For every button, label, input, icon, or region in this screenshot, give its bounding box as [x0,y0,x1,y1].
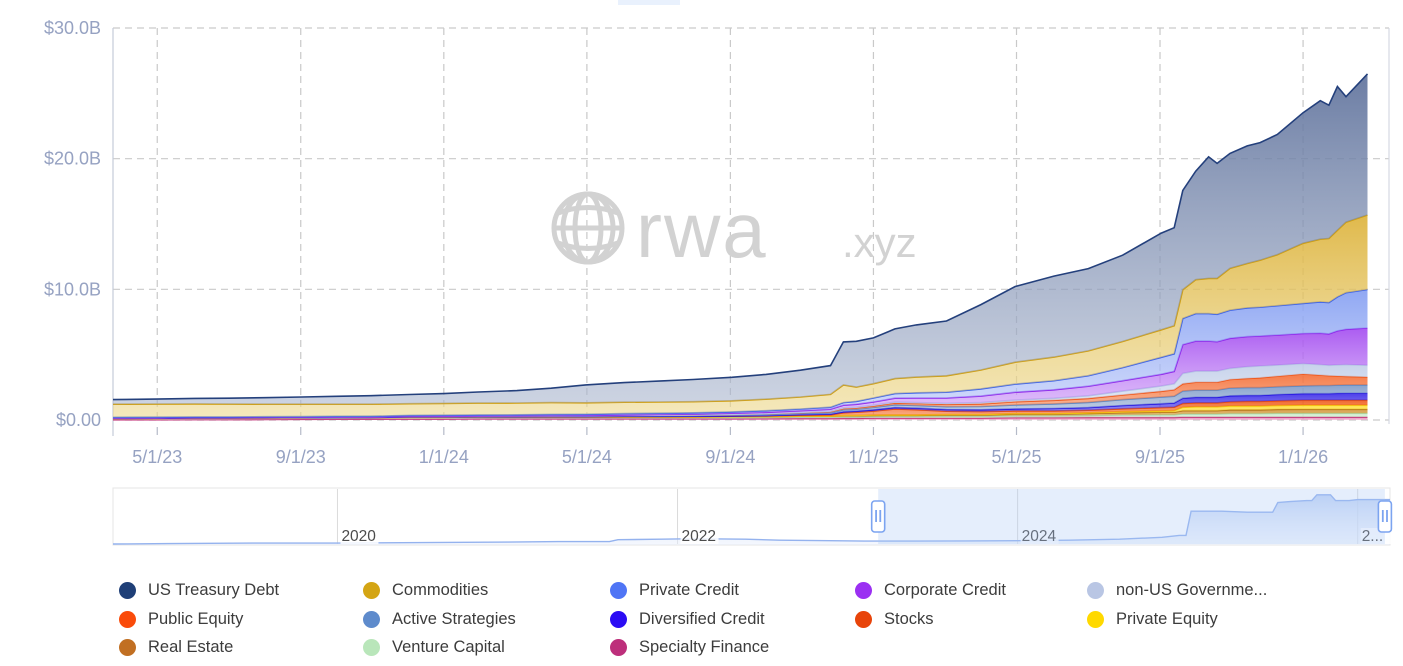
brush-year-label-bg [1020,528,1059,544]
legend-label: Stocks [884,609,934,628]
y-axis-label: $0.00 [56,410,101,430]
legend-item-non-us-governme[interactable]: non-US Governme... [1087,576,1337,605]
legend-label: Specialty Finance [639,638,770,657]
legend-label: Private Equity [1116,609,1218,628]
top-edge-artifact [618,0,680,5]
legend-item-commodities[interactable]: Commodities [363,576,610,605]
legend-item-stocks[interactable]: Stocks [855,605,1087,634]
legend-item-private-credit[interactable]: Private Credit [610,576,855,605]
legend-dot-diversified-credit [610,610,627,628]
globe-icon [551,191,625,265]
x-axis-label: 9/1/25 [1135,447,1185,467]
legend-dot-real-estate [119,639,136,657]
area-band-us-treasury-debt[interactable] [113,73,1368,405]
legend-label: Active Strategies [392,609,516,628]
y-axis-label: $20.0B [44,149,101,169]
legend-item-public-equity[interactable]: Public Equity [119,605,363,634]
legend-item-specialty-finance[interactable]: Specialty Finance [610,633,855,662]
x-axis-label: 9/1/23 [276,447,326,467]
legend-label: Venture Capital [392,638,505,657]
brush-year-label: 2022 [682,528,716,545]
legend-label: Diversified Credit [639,609,765,628]
brush-line [112,494,1390,545]
area-band-corporate-credit[interactable] [113,328,1368,418]
area-band-private-credit[interactable] [113,289,1368,418]
stacked-area-chart[interactable]: $30.0B $20.0B $10.0B $0.00 5/1/23 9/1/23 1/1/2… [0,0,1403,566]
chart-legend: US Treasury Debt Commodities Private Credi… [119,576,1337,662]
x-axis-label: 1/1/25 [848,447,898,467]
legend-item-us-treasury-debt[interactable]: US Treasury Debt [119,576,363,605]
brush-year-label-bg [680,528,719,544]
legend-dot-commodities [363,581,380,599]
watermark-brand: rwa [636,186,768,274]
legend-dot-public-equity [119,610,136,628]
legend-label: Private Credit [639,580,739,599]
legend-dot-private-credit [610,581,627,599]
x-axis-label: 5/1/23 [132,447,182,467]
brush-year-label-bg [340,528,379,544]
area-line-us-treasury-debt [112,73,1369,401]
legend-dot-specialty-finance [610,639,627,657]
brush-selection[interactable] [878,489,1385,544]
legend-item-private-equity[interactable]: Private Equity [1087,605,1337,634]
y-axis-label: $10.0B [44,279,101,299]
x-axis-label: 1/1/26 [1278,447,1328,467]
y-axis-label: $30.0B [44,18,101,38]
legend-dot-us-treasury-debt [119,581,136,599]
legend-dot-private-equity [1087,610,1104,628]
area-band-commodities[interactable] [113,215,1368,418]
legend-item-diversified-credit[interactable]: Diversified Credit [610,605,855,634]
brush-area [113,494,1390,545]
legend-label: non-US Governme... [1116,580,1268,599]
brush-year-label: 2024 [1022,528,1057,545]
watermark-suffix: .xyz [842,219,917,266]
legend-item-venture-capital[interactable]: Venture Capital [363,633,610,662]
legend-dot-venture-capital [363,639,380,657]
legend-item-corporate-credit[interactable]: Corporate Credit [855,576,1087,605]
legend-dot-non-us-governme [1087,581,1104,599]
legend-dot-stocks [855,610,872,628]
x-axis-label: 9/1/24 [705,447,755,467]
legend-label: Commodities [392,580,489,599]
legend-item-real-estate[interactable]: Real Estate [119,633,363,662]
legend-dot-active-strategies [363,610,380,628]
x-axis-label: 5/1/24 [562,447,612,467]
area-band-non-us-governme[interactable] [113,363,1368,418]
legend-dot-corporate-credit [855,581,872,599]
brush-left-handle[interactable] [870,500,886,533]
legend-item-active-strategies[interactable]: Active Strategies [363,605,610,634]
watermark: rwa .xyz [551,186,917,274]
legend-label: US Treasury Debt [148,580,280,599]
x-axis-label: 1/1/24 [419,447,469,467]
brush-right-handle[interactable] [1377,500,1393,533]
legend-label: Corporate Credit [884,580,1006,599]
brush-year-label: 2... [1362,528,1384,545]
legend-label: Public Equity [148,609,244,628]
brush-year-label: 2020 [341,528,376,545]
x-axis-label: 5/1/25 [991,447,1041,467]
legend-label: Real Estate [148,638,234,657]
